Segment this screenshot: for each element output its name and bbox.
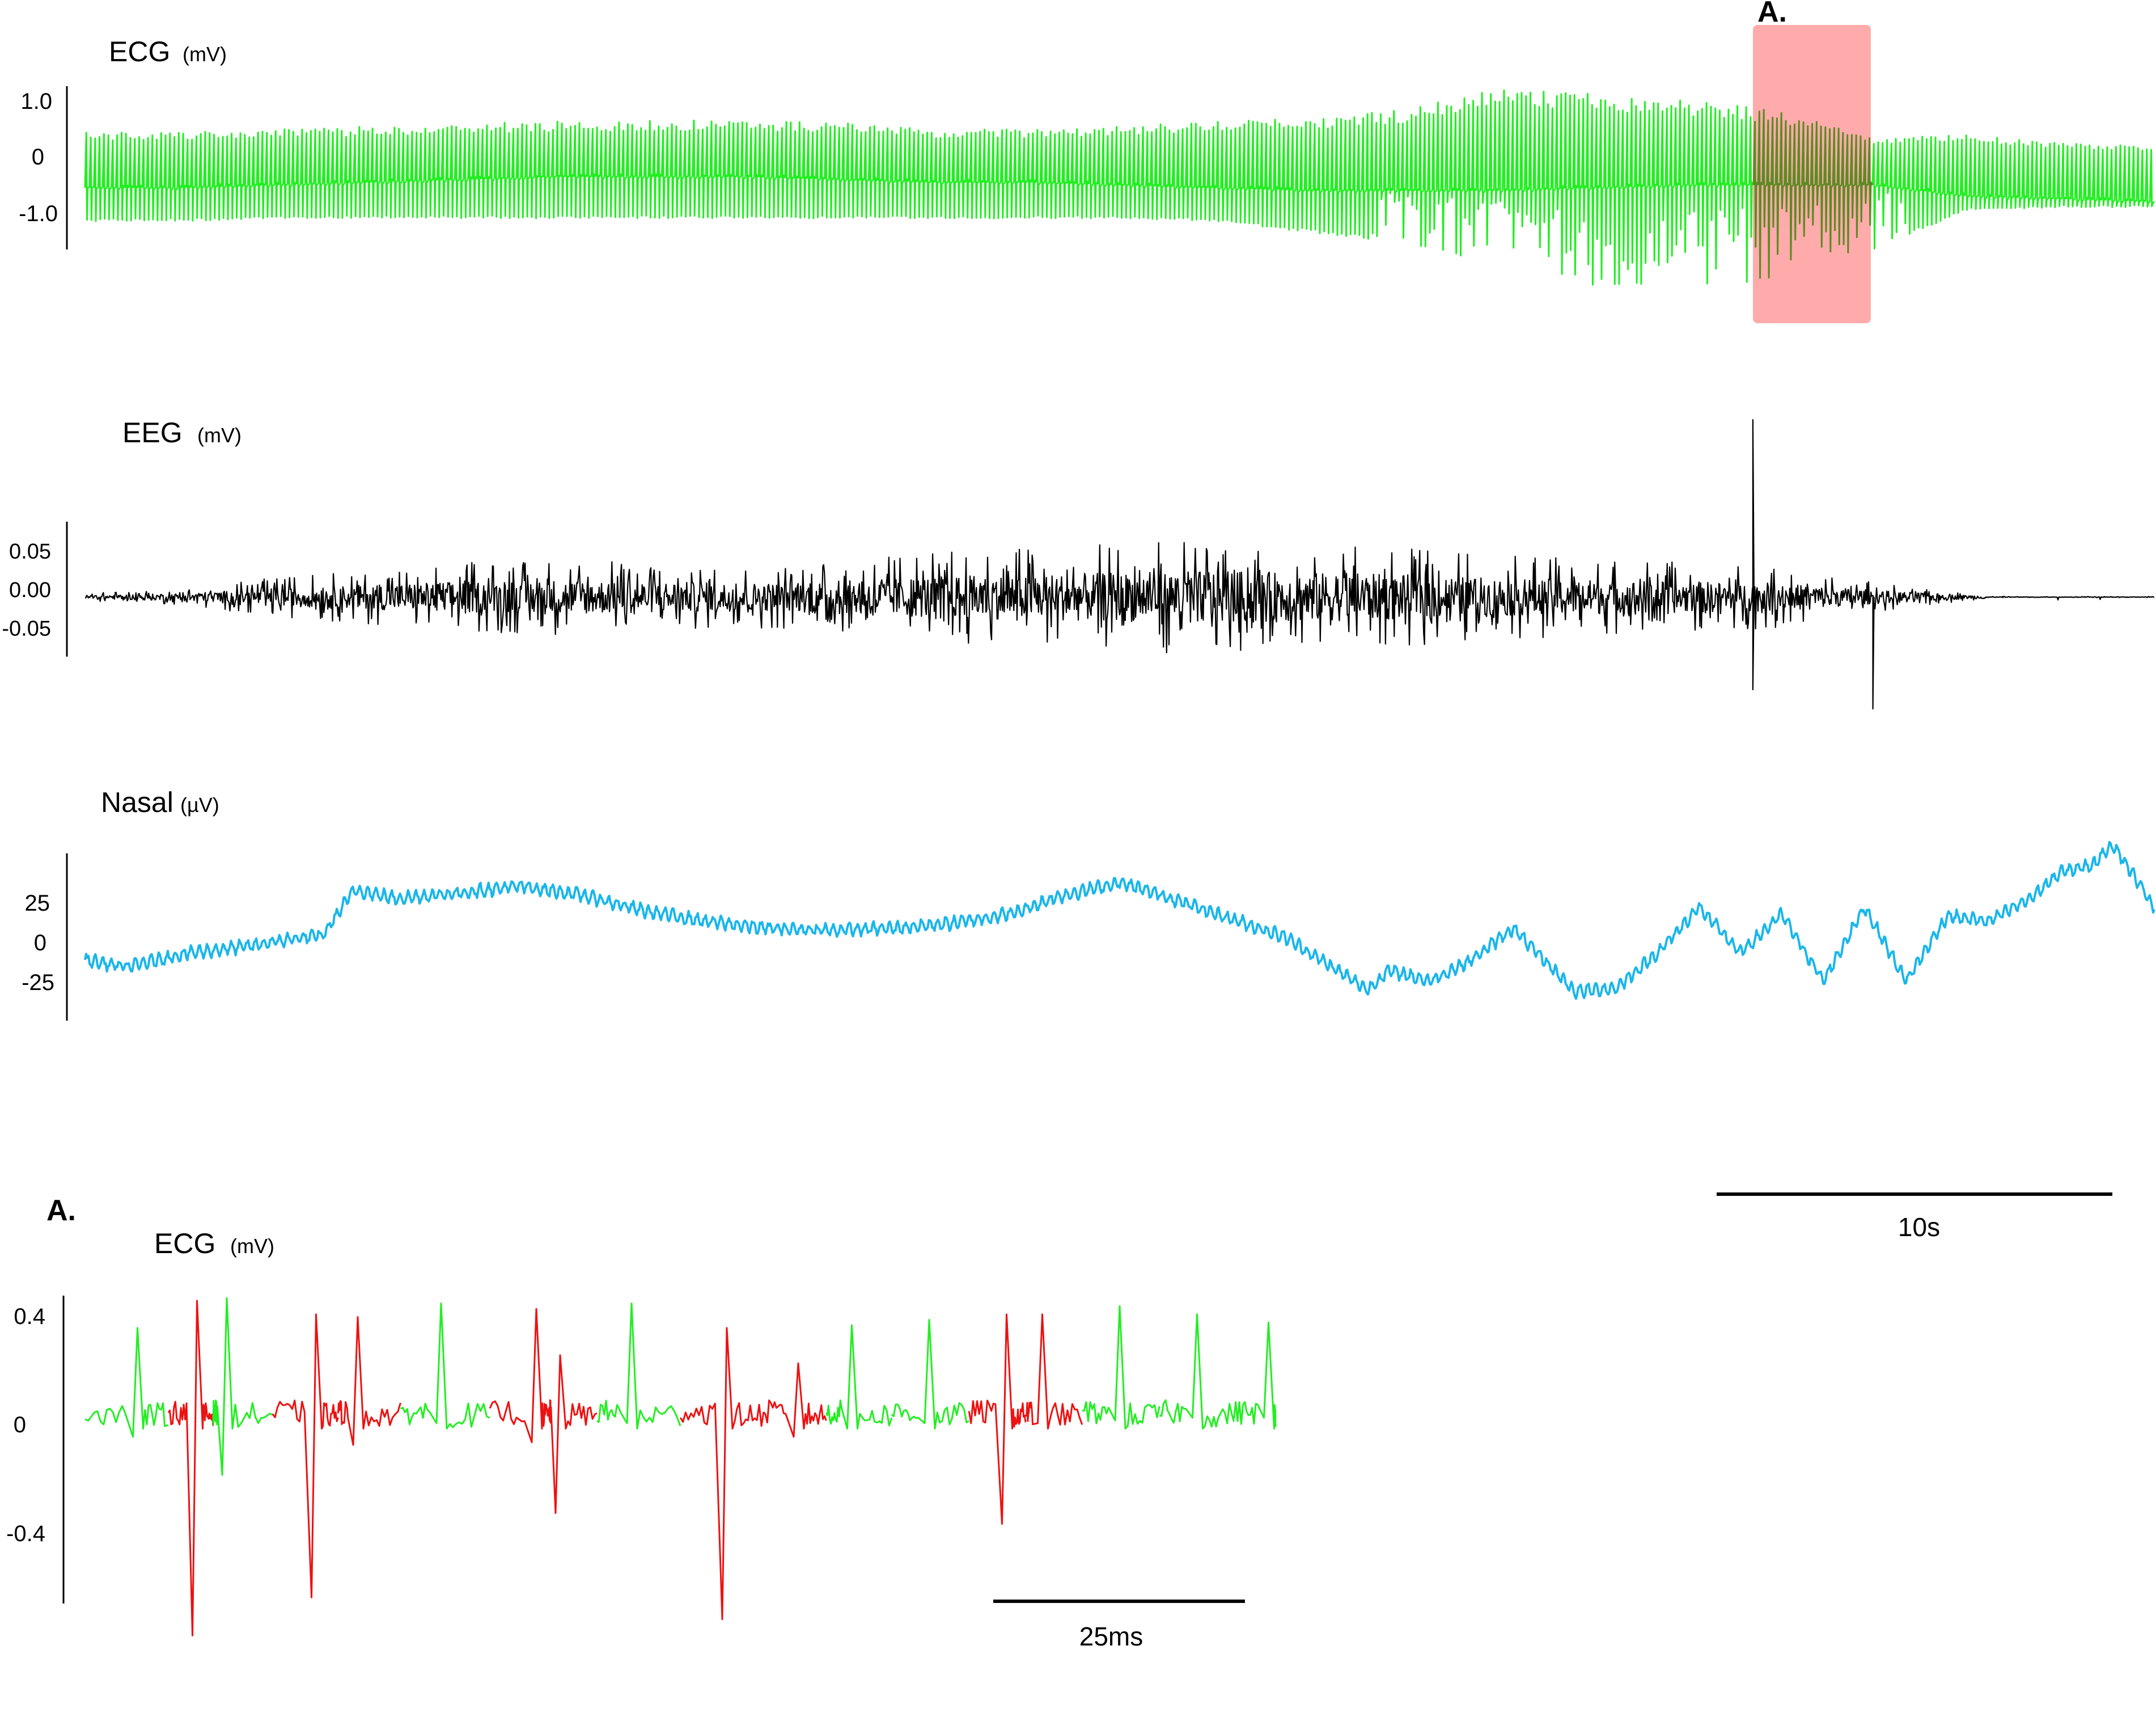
zoom-beat-abnormal <box>337 1316 401 1446</box>
zoom-beat-abnormal <box>968 1313 1027 1525</box>
zoom-title: ECG <box>154 1228 215 1259</box>
zoom-scalebar-label: 25ms <box>1079 1622 1143 1651</box>
scalebar-label: 10s <box>1898 1212 1940 1242</box>
zoom-panel: A. ECG (mV) 0.4 0 -0.4 25ms <box>6 1194 1277 1651</box>
zoom-beat-normal <box>596 1302 681 1430</box>
zoom-beat-normal <box>400 1302 490 1430</box>
zoom-beat-abnormal <box>489 1308 550 1444</box>
zoom-tick-label: 0.4 <box>14 1304 45 1329</box>
zoom-beat-normal <box>825 1324 893 1430</box>
zoom-beat-normal <box>1082 1305 1160 1430</box>
ecg-trace <box>84 89 2155 286</box>
eeg-tick-label: -0.05 <box>2 617 51 641</box>
ecg-panel: ECG (mV) 1.0 0 -1.0 A. <box>19 0 2155 323</box>
nasal-tick-label: -25 <box>22 970 54 995</box>
zoom-beat-abnormal <box>763 1362 827 1438</box>
ecg-title: ECG <box>109 36 170 67</box>
ecg-tick-label: 0 <box>32 145 44 170</box>
zoom-beat-abnormal <box>679 1327 765 1621</box>
eeg-unit: (mV) <box>197 424 242 447</box>
eeg-tick-label: 0.00 <box>9 578 51 602</box>
nasal-unit: (µV) <box>180 793 219 817</box>
zoom-beat-abnormal <box>272 1313 339 1598</box>
ecg-unit: (mV) <box>183 43 227 66</box>
highlight-label: A. <box>1757 0 1787 28</box>
eeg-title: EEG <box>122 417 183 449</box>
zoom-beat-abnormal <box>1024 1313 1083 1430</box>
zoom-beat-normal <box>1233 1321 1277 1430</box>
ecg-tick-label: -1.0 <box>19 201 58 226</box>
zoom-beat-abnormal <box>167 1300 214 1636</box>
zoom-beat-abnormal <box>548 1354 598 1514</box>
zoom-beat-normal <box>84 1327 169 1438</box>
eeg-trace <box>84 419 2155 710</box>
zoom-beat-normal <box>212 1297 273 1476</box>
zoom-panel-label: A. <box>46 1194 76 1227</box>
nasal-panel: Nasal (µV) 25 0 -25 <box>22 786 2155 1021</box>
zoom-unit: (mV) <box>230 1234 274 1258</box>
zoom-traces <box>84 1297 1277 1636</box>
time-scalebar: 10s <box>1717 1192 2112 1242</box>
eeg-tick-label: 0.05 <box>9 540 51 564</box>
ecg-tick-label: 1.0 <box>20 89 52 114</box>
zoom-beat-normal <box>891 1319 969 1430</box>
nasal-tick-label: 0 <box>34 930 46 955</box>
nasal-title: Nasal <box>101 786 173 818</box>
eeg-panel: EEG (mV) 0.05 0.00 -0.05 <box>2 417 2155 710</box>
nasal-tick-label: 25 <box>25 891 50 916</box>
nasal-trace <box>84 841 2155 1000</box>
zoom-beat-normal <box>1159 1313 1235 1430</box>
zoom-tick-label: 0 <box>14 1412 26 1437</box>
zoom-tick-label: -0.4 <box>6 1521 45 1546</box>
ecg-trace-highlighted <box>1752 109 1874 279</box>
